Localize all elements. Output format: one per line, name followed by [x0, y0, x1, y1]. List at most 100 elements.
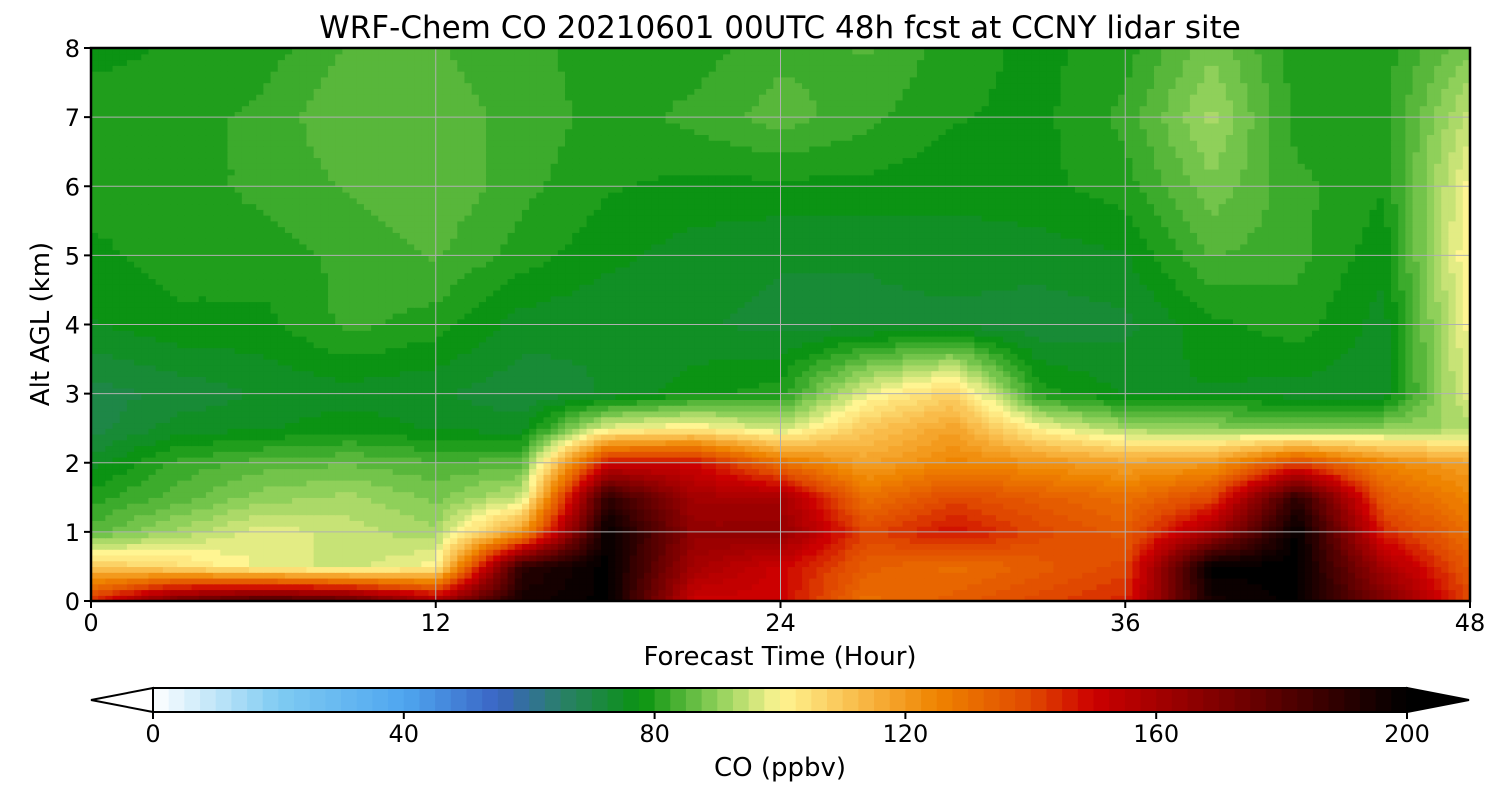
heatmap-cell	[766, 589, 774, 596]
heatmap-cell	[1218, 485, 1227, 493]
heatmap-cell	[816, 560, 825, 568]
heatmap-cell	[521, 485, 530, 493]
heatmap-cell	[263, 572, 272, 579]
heatmap-cell	[1074, 451, 1083, 458]
heatmap-cell	[1340, 572, 1349, 579]
heatmap-cell	[600, 462, 609, 470]
heatmap-cell	[708, 451, 717, 458]
heatmap-cell	[608, 543, 616, 550]
heatmap-cell	[866, 514, 875, 521]
heatmap-cell	[1283, 595, 1292, 601]
heatmap-cell	[299, 526, 308, 533]
heatmap-cell	[852, 503, 861, 510]
heatmap-cell	[1426, 566, 1435, 573]
heatmap-cell	[924, 503, 932, 510]
heatmap-cell	[981, 537, 990, 544]
heatmap-cell	[1369, 491, 1378, 498]
heatmap-cell	[888, 491, 897, 498]
heatmap-cell	[91, 560, 99, 568]
heatmap-cell	[378, 531, 387, 539]
heatmap-cell	[1268, 503, 1277, 510]
heatmap-cell	[823, 497, 832, 504]
heatmap-cell	[1039, 503, 1047, 510]
heatmap-cell	[299, 560, 308, 568]
heatmap-cell	[529, 451, 537, 458]
heatmap-cell	[1390, 480, 1399, 487]
heatmap-cell	[464, 474, 473, 481]
heatmap-cell	[794, 480, 803, 487]
heatmap-cell	[945, 566, 954, 573]
heatmap-cell	[1161, 520, 1169, 527]
heatmap-cell	[227, 595, 236, 601]
heatmap-cell	[256, 566, 264, 573]
heatmap-cell	[227, 462, 236, 470]
heatmap-cell	[356, 451, 365, 458]
heatmap-cell	[859, 474, 868, 481]
heatmap-cell	[284, 514, 293, 521]
heatmap-cell	[119, 468, 128, 475]
heatmap-cell	[1017, 497, 1026, 504]
heatmap-cell	[816, 456, 825, 464]
heatmap-cell	[1405, 456, 1414, 464]
heatmap-cell	[816, 549, 825, 556]
heatmap-cell	[1362, 543, 1371, 550]
heatmap-cell	[191, 577, 200, 585]
heatmap-cell	[780, 566, 789, 573]
heatmap-cell	[1204, 537, 1213, 544]
heatmap-cell	[457, 456, 466, 464]
heatmap-cell	[830, 560, 839, 568]
heatmap-cell	[651, 480, 659, 487]
heatmap-cell	[794, 497, 803, 504]
heatmap-cell	[938, 537, 947, 544]
heatmap-cell	[270, 451, 279, 458]
heatmap-cell	[1319, 508, 1327, 516]
heatmap-cell	[177, 462, 185, 470]
heatmap-cell	[1031, 485, 1040, 493]
heatmap-cell	[974, 583, 983, 591]
heatmap-cell	[342, 543, 351, 550]
heatmap-cell	[1046, 589, 1055, 596]
heatmap-cell	[557, 549, 566, 556]
heatmap-cell	[1089, 572, 1098, 579]
heatmap-cell	[1010, 531, 1019, 539]
heatmap-cell	[622, 537, 631, 544]
heatmap-cell	[328, 577, 336, 585]
heatmap-cell	[349, 583, 358, 591]
heatmap-cell	[1153, 560, 1162, 568]
heatmap-cell	[112, 508, 121, 516]
heatmap-cell	[148, 572, 157, 579]
heatmap-cell	[478, 583, 487, 591]
heatmap-cell	[191, 560, 200, 568]
heatmap-cell	[1010, 566, 1019, 573]
heatmap-cell	[536, 566, 545, 573]
heatmap-cell	[1168, 566, 1177, 573]
heatmap-cell	[320, 485, 329, 493]
heatmap-cell	[909, 589, 918, 596]
heatmap-cell	[1462, 583, 1470, 591]
heatmap-cell	[902, 560, 911, 568]
heatmap-cell	[823, 572, 832, 579]
heatmap-cell	[105, 577, 114, 585]
heatmap-cell	[514, 531, 523, 539]
heatmap-cell	[644, 451, 652, 458]
heatmap-cell	[737, 589, 746, 596]
heatmap-cell	[651, 537, 659, 544]
heatmap-cell	[1369, 549, 1378, 556]
heatmap-cell	[191, 572, 200, 579]
heatmap-cell	[1434, 554, 1442, 562]
heatmap-cell	[521, 543, 530, 550]
heatmap-cell	[392, 508, 401, 516]
heatmap-cell	[1405, 537, 1414, 544]
heatmap-cell	[1340, 577, 1349, 585]
heatmap-cell	[234, 560, 243, 568]
heatmap-cell	[1125, 497, 1134, 504]
heatmap-cell	[1390, 589, 1399, 596]
heatmap-cell	[450, 554, 458, 562]
heatmap-cell	[1290, 462, 1299, 470]
heatmap-cell	[1067, 572, 1076, 579]
heatmap-cell	[177, 577, 185, 585]
heatmap-cell	[1046, 520, 1055, 527]
heatmap-cell	[1247, 451, 1256, 458]
heatmap-cell	[773, 514, 782, 521]
heatmap-cell	[622, 560, 631, 568]
